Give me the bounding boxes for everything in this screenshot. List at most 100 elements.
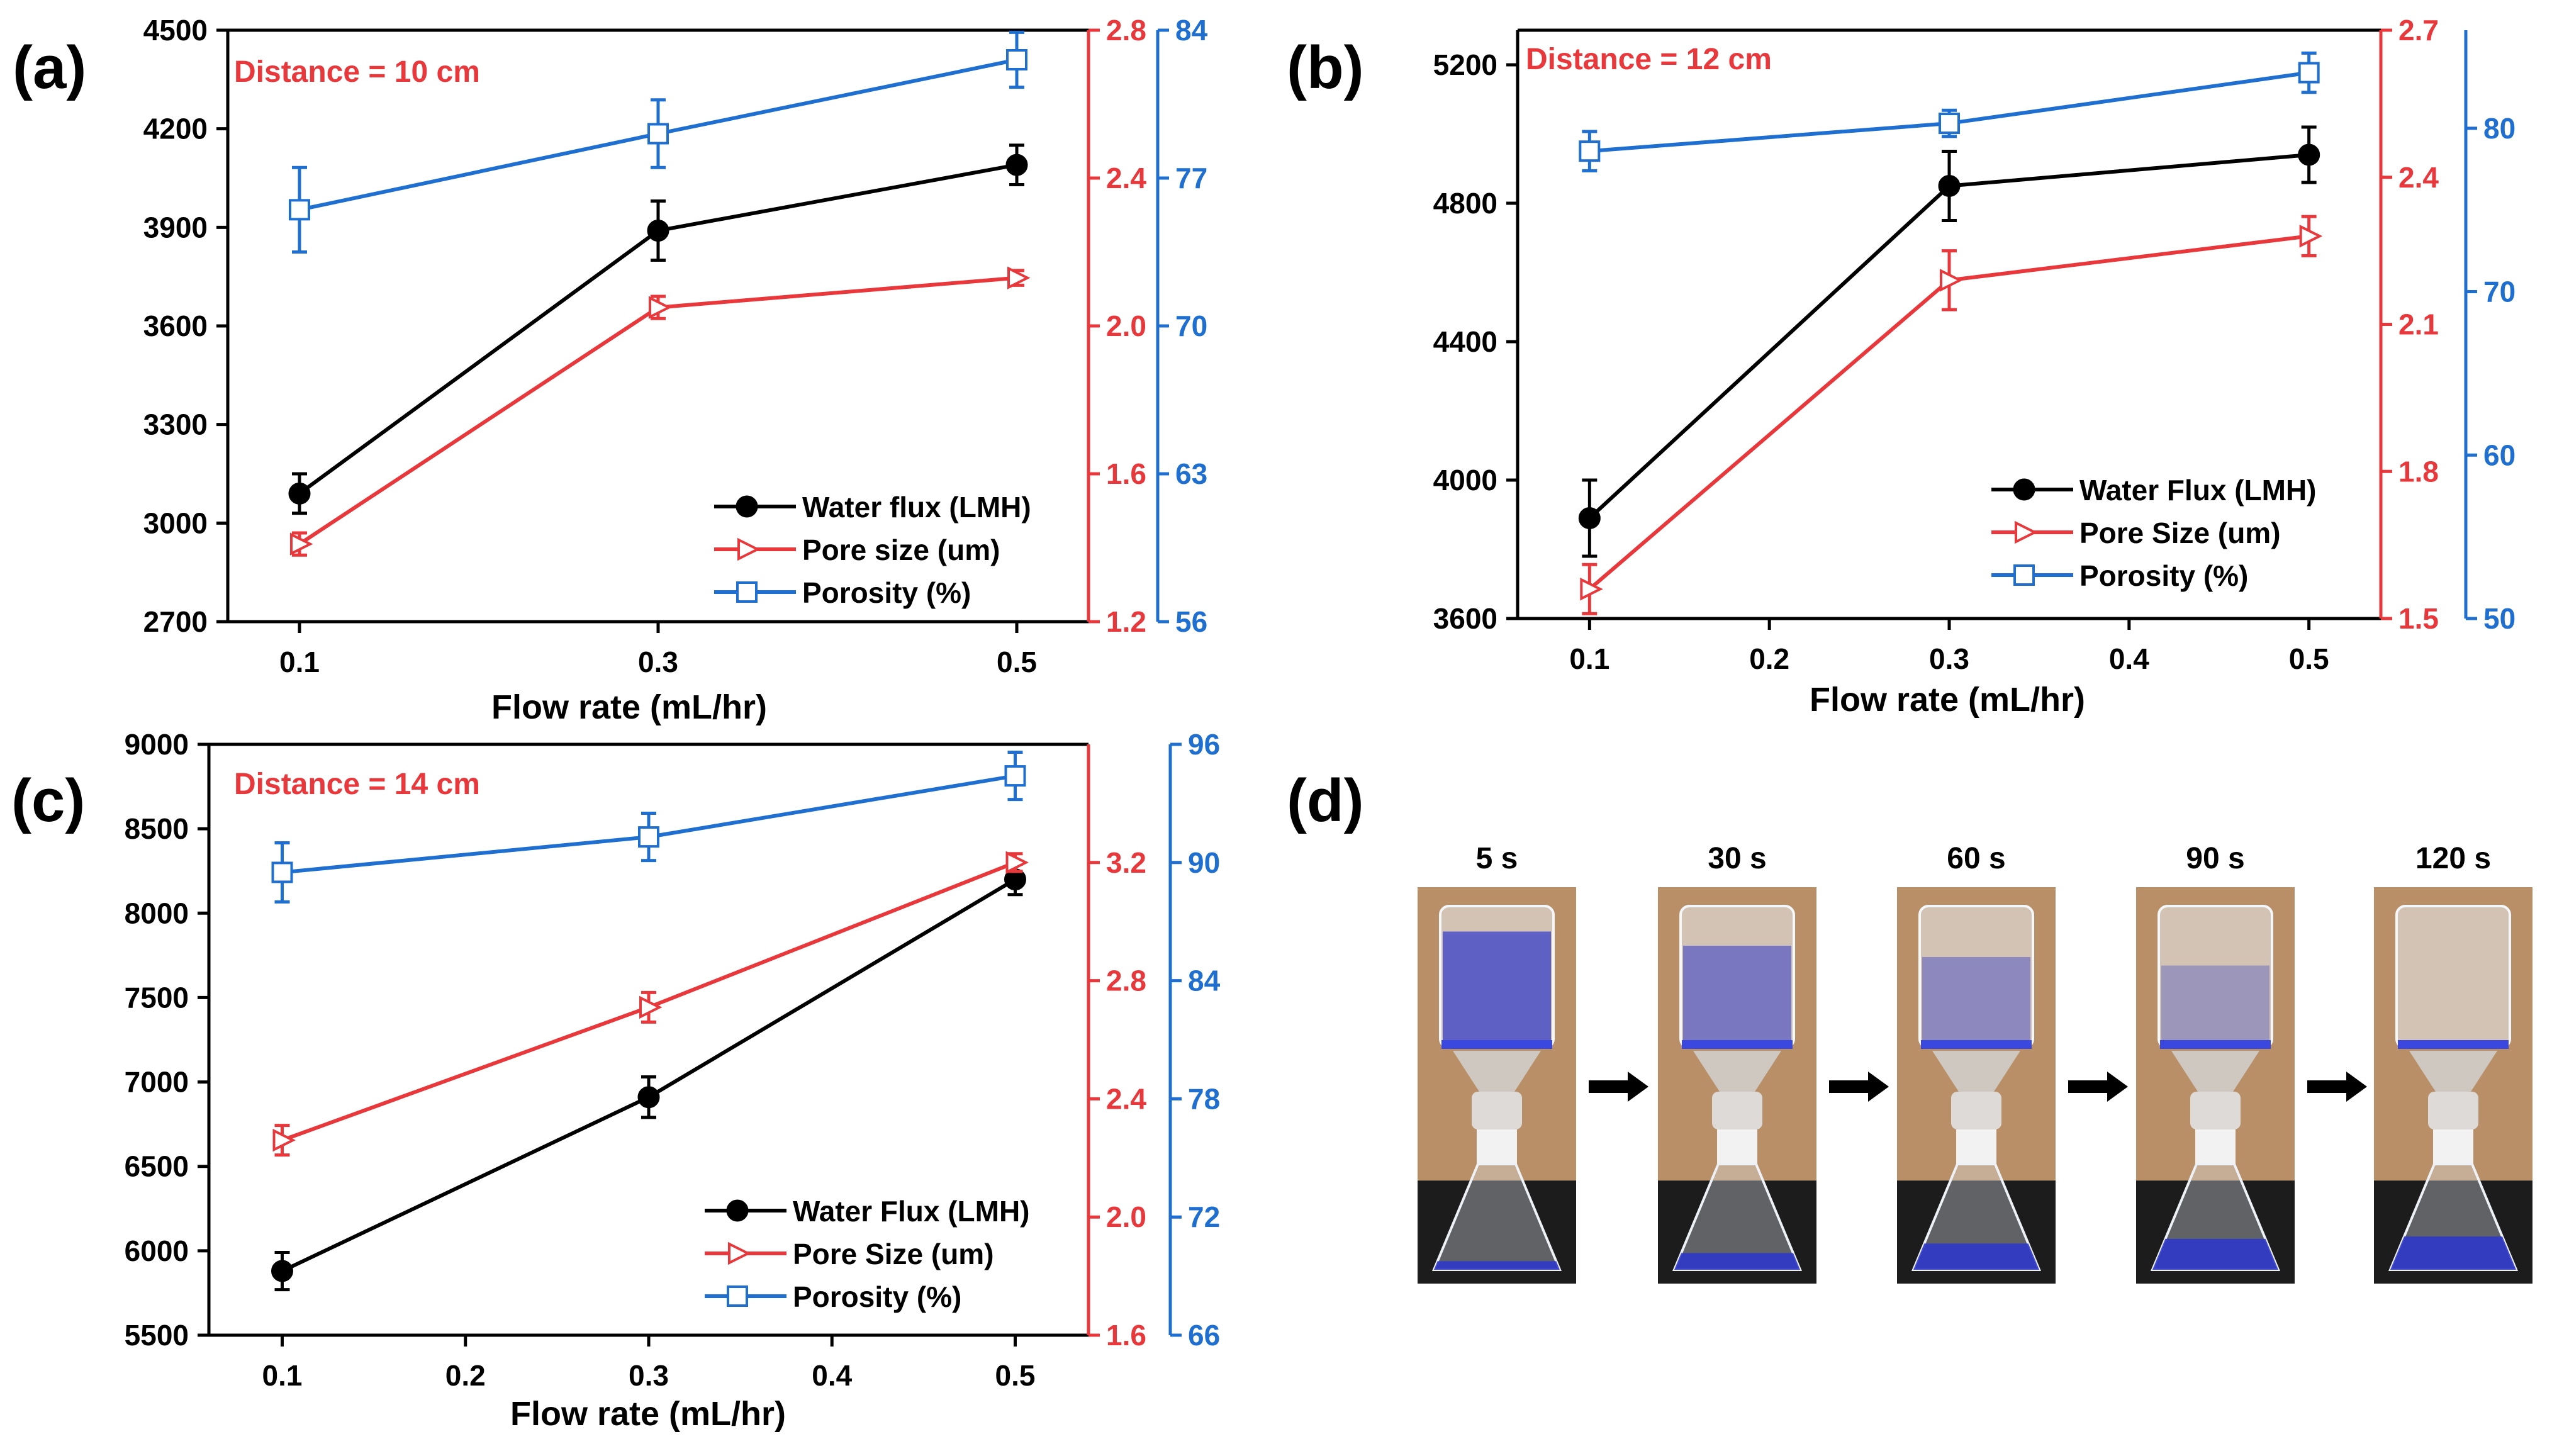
- panel-label: (b): [1287, 34, 1364, 101]
- water-flux-point: [288, 482, 311, 505]
- y-left-tick-label: 3300: [143, 408, 208, 441]
- x-axis-title: Flow rate (mL/hr): [491, 688, 767, 726]
- pore-size-point: [1940, 269, 1963, 292]
- time-label: 90 s: [2186, 842, 2244, 875]
- water-flux-point: [271, 1260, 293, 1282]
- x-tick-label: 0.1: [279, 646, 320, 678]
- stopper: [1477, 1129, 1517, 1164]
- y-right-porosity-tick-label: 56: [1175, 605, 1207, 638]
- y-left-tick-label: 4800: [1433, 187, 1497, 220]
- y-left-tick-label: 3900: [143, 211, 208, 244]
- porosity-point: [1006, 49, 1027, 70]
- legend-label-pore-size: Pore Size (um): [793, 1238, 994, 1270]
- membrane-band: [1441, 1040, 1552, 1049]
- y-right-pore-tick-label: 2.8: [1106, 14, 1146, 47]
- y-right-porosity-tick-label: 60: [2483, 439, 2516, 471]
- photo-frame: 120 s: [2374, 842, 2532, 1284]
- blue-dye-in-funnel: [1443, 931, 1551, 1048]
- y-right-pore-tick-label: 2.8: [1106, 965, 1146, 997]
- blue-dye-in-funnel: [2161, 965, 2269, 1048]
- membrane-band: [2160, 1040, 2271, 1049]
- pore-size-point: [1580, 578, 1603, 601]
- blue-filtrate-in-flask: [1913, 1243, 2039, 1270]
- panel-label: (d): [1287, 767, 1364, 834]
- series-pore-size: [290, 266, 1031, 557]
- funnel-neck: [1693, 1051, 1781, 1092]
- y-right-porosity-tick-label: 80: [2483, 112, 2516, 145]
- legend-marker-porosity: [736, 581, 758, 603]
- x-tick-label: 0.2: [445, 1359, 486, 1392]
- right-arrow-icon: [1589, 1072, 1648, 1102]
- distance-annotation: Distance = 12 cm: [1526, 43, 1772, 76]
- x-tick-label: 0.3: [638, 646, 678, 678]
- series-pore-size: [1580, 215, 2323, 615]
- y-right-pore-tick-label: 1.6: [1106, 1319, 1146, 1352]
- y-right-pore-tick-label: 1.6: [1106, 457, 1146, 490]
- distance-annotation: Distance = 10 cm: [234, 55, 480, 89]
- blue-filtrate-in-flask: [2390, 1236, 2516, 1270]
- membrane-band: [1921, 1040, 2032, 1049]
- series-porosity: [289, 30, 1027, 254]
- clamp-joint: [2428, 1092, 2478, 1129]
- legend-label-porosity: Porosity (%): [2079, 559, 2248, 592]
- funnel-reservoir: [2395, 905, 2511, 1049]
- right-arrow-icon: [2068, 1072, 2128, 1102]
- legend-label-porosity: Porosity (%): [793, 1280, 961, 1313]
- y-right-pore-tick-label: 2.4: [1106, 162, 1146, 194]
- pore-size-point: [1007, 266, 1031, 289]
- y-right-porosity-tick-label: 72: [1188, 1201, 1220, 1233]
- series-porosity: [271, 751, 1026, 904]
- clamp-joint: [1951, 1092, 2001, 1129]
- pore-size-point: [1005, 851, 1029, 875]
- y-left-tick-label: 9000: [125, 728, 189, 761]
- legend-marker-pore-size: [2015, 520, 2038, 544]
- y-right-porosity-tick-label: 96: [1188, 728, 1220, 761]
- series-water-flux: [1578, 125, 2320, 558]
- y-right-pore-tick-label: 1.8: [2398, 455, 2439, 488]
- y-left-tick-label: 6000: [125, 1235, 189, 1267]
- legend-marker-porosity: [727, 1285, 748, 1307]
- stopper: [2433, 1129, 2473, 1164]
- pore-size-point: [649, 296, 672, 319]
- photo-frame: 5 s: [1418, 842, 1576, 1284]
- water-flux-point: [637, 1086, 660, 1109]
- photo-frame: 30 s: [1658, 842, 1816, 1284]
- y-left-tick-label: 5500: [125, 1319, 189, 1352]
- blue-filtrate-in-flask: [1674, 1253, 1800, 1270]
- legend-label-pore-size: Pore size (um): [802, 534, 1000, 566]
- blue-dye-in-funnel: [1683, 946, 1791, 1048]
- y-right-pore-tick-label: 2.0: [1106, 1201, 1146, 1233]
- panel-label: (c): [11, 767, 85, 834]
- x-tick-label: 0.3: [1929, 642, 1969, 675]
- photo-frame: 60 s: [1897, 842, 2056, 1284]
- x-axis-title: Flow rate (mL/hr): [510, 1395, 786, 1433]
- porosity-point: [1939, 113, 1960, 135]
- y-right-pore-tick-label: 2.4: [2398, 161, 2439, 194]
- legend-marker-pore-size: [737, 537, 761, 561]
- right-arrow-icon: [2307, 1072, 2367, 1102]
- x-tick-label: 0.2: [1749, 642, 1789, 675]
- y-left-tick-label: 4400: [1433, 325, 1497, 358]
- water-flux-point: [1938, 175, 1961, 197]
- chart-panel-3: 0.1 0.2 0.3 0.4 0.5 Flow rate (mL/hr) 5500 6000…: [11, 728, 1221, 1433]
- y-left-tick-label: 3600: [143, 310, 208, 342]
- x-tick-label: 0.5: [995, 1359, 1036, 1392]
- x-tick-label: 0.4: [812, 1359, 852, 1392]
- legend: Water Flux (LMH) Pore Size (um) Porosity (…: [705, 1195, 1030, 1313]
- porosity-point: [289, 199, 310, 221]
- y-left-tick-label: 7000: [125, 1066, 189, 1099]
- pore-size-point: [2299, 225, 2323, 248]
- y-left-tick-label: 4000: [1433, 464, 1497, 496]
- y-right-pore-tick-label: 1.5: [2398, 602, 2439, 635]
- y-left-tick-label: 5200: [1433, 48, 1497, 81]
- clamp-joint: [1712, 1092, 1762, 1129]
- legend-label-porosity: Porosity (%): [802, 576, 971, 609]
- blue-filtrate-in-flask: [1434, 1261, 1560, 1270]
- series-porosity: [1579, 51, 2320, 172]
- water-flux-point: [2298, 143, 2320, 166]
- x-tick-label: 0.4: [2109, 642, 2149, 675]
- y-left-tick-label: 4500: [143, 14, 208, 47]
- water-flux-point: [1005, 154, 1028, 176]
- y-right-porosity-tick-label: 78: [1188, 1082, 1220, 1115]
